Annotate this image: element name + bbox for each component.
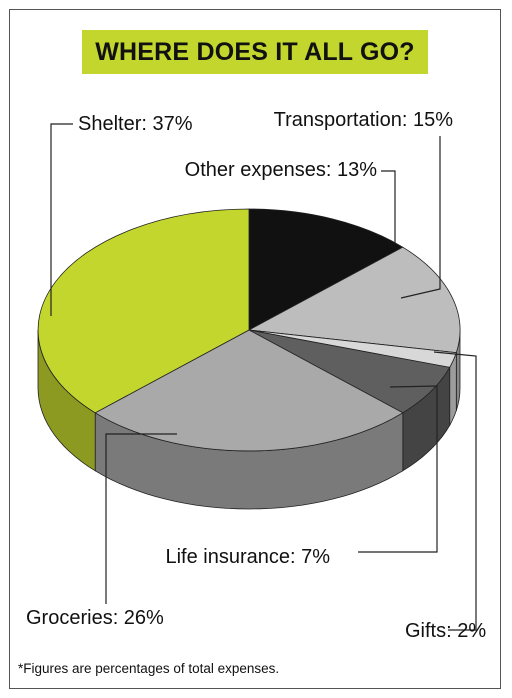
leader-line-gifts [433,351,477,631]
title-banner: WHERE DOES IT ALL GO? [82,30,428,74]
pie-slice-other-expenses [248,208,404,331]
leader-line-transportation [400,136,441,299]
label-gifts: Gifts: 2% [405,620,486,642]
label-transportation: Transportation: 15% [274,109,454,131]
chart-title: WHERE DOES IT ALL GO? [95,37,415,66]
leader-line-life-insurance [358,385,438,553]
label-shelter: Shelter: 37% [78,113,193,135]
leader-line-groceries [105,433,177,604]
pie-slice-groceries [94,329,404,452]
leader-line-other-expenses [381,170,396,243]
pie-slice-shelter [37,208,250,414]
pie-slices [37,208,461,452]
slice-labels: Other expenses: 13% Transportation: 15% Gi… [26,109,486,642]
footnote: *Figures are percentages of total expens… [18,661,280,676]
leader-lines [50,123,477,631]
label-life-insurance: Life insurance: 7% [165,546,330,568]
leader-line-shelter [50,123,73,316]
label-groceries: Groceries: 26% [26,607,164,629]
pie-slice-transportation [247,246,461,354]
label-other-expenses: Other expenses: 13% [185,159,378,181]
pie-sides [37,329,461,510]
